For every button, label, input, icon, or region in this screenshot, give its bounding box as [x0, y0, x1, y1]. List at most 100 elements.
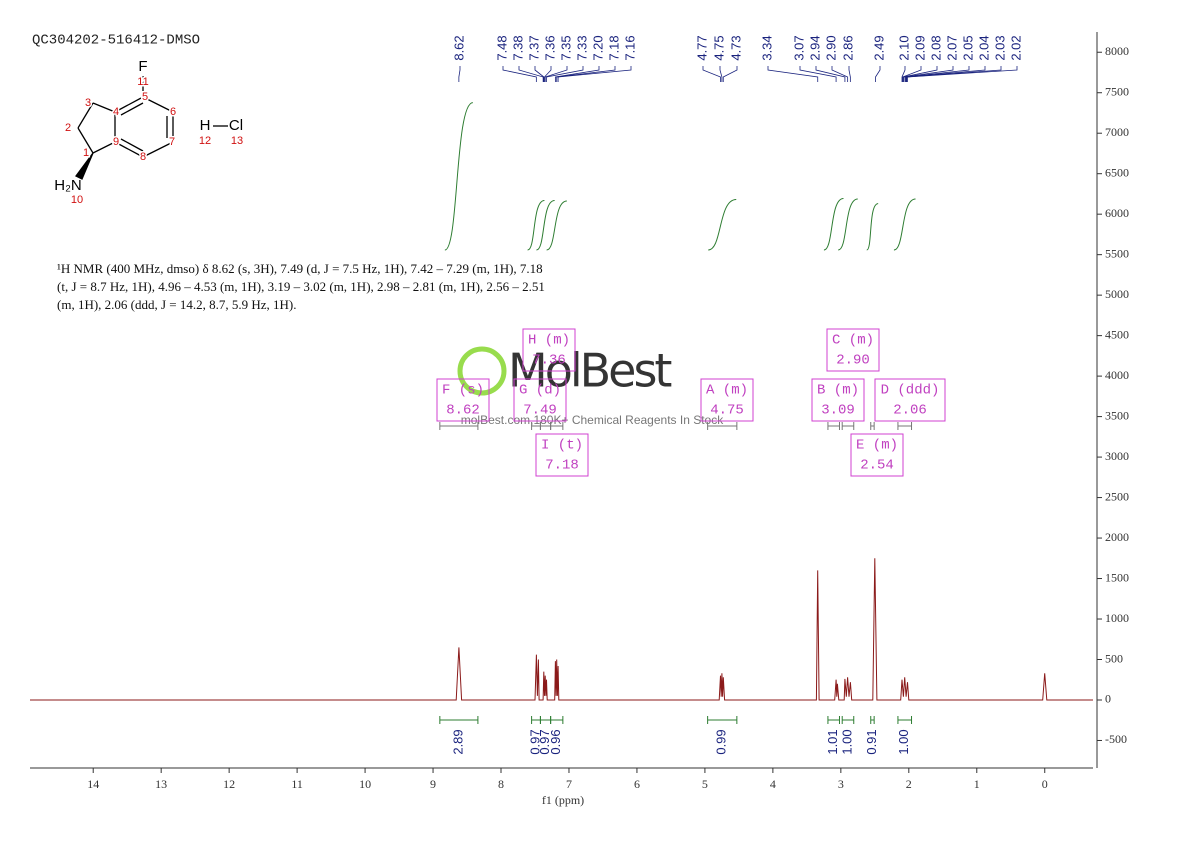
- multiplet-label: H (m): [528, 333, 570, 349]
- peak-connector: [702, 66, 721, 82]
- peak-connector: [905, 66, 986, 82]
- multiplet-shift: 2.54: [860, 458, 894, 474]
- integral-label: 0.97: [527, 729, 542, 754]
- watermark-tagline: molBest.com,180K+ Chemical Reagents In S…: [461, 413, 724, 427]
- peak-connector: [557, 66, 632, 82]
- x-tick-label: 12: [223, 777, 235, 791]
- multiplet-shift: 2.06: [893, 403, 927, 419]
- peak-connector: [905, 66, 970, 82]
- peak-connector: [799, 66, 837, 82]
- x-tick-label: 1: [974, 777, 980, 791]
- multiplet-shift: 2.90: [836, 353, 870, 369]
- multiplet-range: [841, 422, 855, 430]
- x-tick-label: 2: [906, 777, 912, 791]
- atom-label: Cl: [229, 117, 243, 134]
- peak-connector: [848, 66, 851, 82]
- peak-connector: [901, 66, 906, 82]
- peak-label: 7.35: [558, 35, 573, 60]
- spectrum-line: [30, 558, 1093, 701]
- multiplet-shift: 3.09: [821, 403, 855, 419]
- integral-label: 1.01: [825, 729, 840, 754]
- peak-label: 7.37: [526, 35, 541, 60]
- x-tick-label: 5: [702, 777, 708, 791]
- peak-connector: [907, 66, 1018, 82]
- peak-connector: [502, 66, 537, 82]
- watermark-logo: [457, 346, 507, 396]
- y-tick-label: 8000: [1105, 44, 1129, 58]
- multiplet-shift: 4.75: [710, 403, 744, 419]
- peak-connector: [556, 66, 616, 82]
- structure: [75, 76, 228, 180]
- integral-bracket: [841, 716, 855, 724]
- multiplet-label: D (ddd): [881, 383, 940, 399]
- peak-connector: [458, 66, 461, 82]
- peak-connector: [875, 66, 881, 82]
- peak-connector: [534, 66, 545, 82]
- peak-label: 2.49: [871, 35, 886, 60]
- peak-connector: [903, 66, 954, 82]
- peak-label: 8.62: [451, 35, 466, 60]
- atom-number: 8: [140, 151, 146, 163]
- peak-connector: [546, 66, 584, 82]
- multiplet-shift: 8.62: [446, 403, 480, 419]
- multiplet-label: G (d): [519, 383, 561, 399]
- chart-title: QC304202-516412-DMSO: [32, 33, 200, 49]
- x-tick-label: 11: [291, 777, 303, 791]
- integral-curve: [444, 102, 474, 251]
- peak-connector: [722, 66, 738, 82]
- atom-number: 13: [231, 135, 243, 147]
- x-tick-label: 3: [838, 777, 844, 791]
- multiplet-range: [897, 422, 913, 430]
- peak-label: 7.38: [510, 35, 525, 60]
- x-tick-label: 8: [498, 777, 504, 791]
- multiplet-box: [513, 378, 567, 422]
- atom-number: 6: [170, 106, 176, 118]
- atom-number: 11: [137, 76, 148, 88]
- multiplet-box: [436, 378, 490, 422]
- x-axis-label: f1 (ppm): [542, 793, 584, 807]
- y-tick-label: 4500: [1105, 327, 1129, 341]
- peak-connector: [815, 66, 846, 82]
- y-tick-label: 3500: [1105, 408, 1129, 422]
- peak-label: 7.36: [542, 35, 557, 60]
- description-line: (m, 1H), 2.06 (ddd, J = 14.2, 8.7, 5.9 H…: [57, 297, 297, 312]
- y-tick-label: 5500: [1105, 246, 1129, 260]
- y-tick-label: 6000: [1105, 206, 1129, 220]
- atom-number: 1: [83, 147, 89, 159]
- integral-curve: [546, 200, 568, 251]
- peak-connector: [902, 66, 922, 82]
- atom-number: 12: [199, 135, 211, 147]
- peak-connector: [831, 66, 849, 82]
- atom-number: 7: [169, 136, 175, 148]
- y-tick-label: 6500: [1105, 165, 1129, 179]
- integral-label: 1.00: [839, 729, 854, 754]
- peak-label: 4.73: [728, 35, 743, 60]
- integral-bracket: [870, 716, 875, 724]
- peak-connector: [544, 66, 552, 82]
- x-tick-label: 10: [359, 777, 371, 791]
- integral-label: 0.96: [548, 729, 563, 754]
- integral-label: 0.99: [714, 729, 729, 754]
- peak-connector: [518, 66, 544, 82]
- multiplet-box: [826, 328, 880, 372]
- peak-label: 2.02: [1008, 35, 1023, 60]
- peak-label: 3.34: [759, 35, 774, 60]
- peak-label: 2.86: [840, 35, 855, 60]
- atom-number: 2: [65, 122, 71, 134]
- peak-label: 7.33: [574, 35, 589, 60]
- y-tick-label: 500: [1105, 651, 1123, 665]
- peak-label: 7.18: [606, 35, 621, 60]
- peak-label: 2.94: [807, 35, 822, 60]
- atom-number: 5: [142, 91, 148, 103]
- peak-label: 7.48: [494, 35, 509, 60]
- peak-label: 2.03: [992, 35, 1007, 60]
- peak-label: 2.05: [960, 35, 975, 60]
- x-tick-label: 14: [87, 777, 99, 791]
- multiplet-shift: 7.18: [545, 458, 579, 474]
- peak-connector: [902, 66, 938, 82]
- multiplet-range: [870, 422, 875, 430]
- y-tick-label: 3000: [1105, 449, 1129, 463]
- x-tick-label: 13: [155, 777, 167, 791]
- description-line: ¹H NMR (400 MHz, dmso) δ 8.62 (s, 3H), 7…: [57, 261, 543, 276]
